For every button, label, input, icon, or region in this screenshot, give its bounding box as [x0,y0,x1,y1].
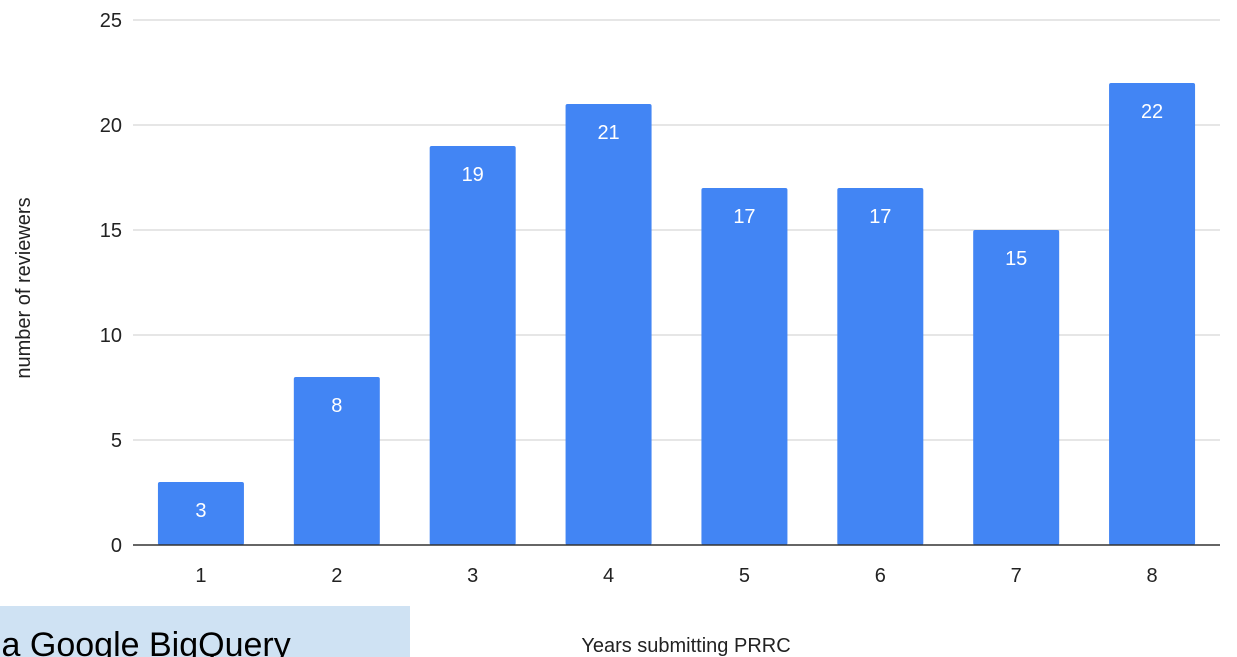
bar [1109,83,1196,545]
x-tick-label: 5 [739,565,750,587]
source-note: ia Google BigQuery [0,606,410,657]
x-tick-label: 7 [1011,565,1022,587]
x-tick-label: 8 [1147,565,1158,587]
source-note-text: ia Google BigQuery [0,626,291,657]
y-tick-label: 25 [100,10,122,32]
bar [565,104,652,545]
x-tick-label: 2 [331,565,342,587]
y-tick-label: 5 [111,430,122,452]
bar [837,188,924,545]
bar [293,377,380,545]
bar-value-label: 3 [195,500,206,522]
bar [973,230,1060,545]
bar [157,482,244,545]
bar-value-label: 8 [331,395,342,417]
y-axis-title: number of reviewers [13,197,35,378]
x-axis-title: Years submitting PRRC [581,635,790,657]
y-tick-label: 0 [111,535,122,557]
y-tick-label: 15 [100,220,122,242]
bar-value-label: 17 [869,206,891,228]
x-tick-label: 3 [467,565,478,587]
bar [701,188,788,545]
y-axis-ticks: 0 5 10 15 20 25 [100,10,122,557]
bar-value-label: 15 [1005,248,1027,270]
y-tick-label: 20 [100,115,122,137]
y-tick-label: 10 [100,325,122,347]
x-tick-label: 6 [875,565,886,587]
bars: 3 8 19 21 17 17 15 22 [157,83,1196,545]
bar-value-label: 19 [462,164,484,186]
bar [429,146,516,545]
bar-value-label: 22 [1141,101,1163,123]
x-axis-ticks: 1 2 3 4 5 6 7 8 [195,565,1157,587]
bar-value-label: 17 [733,206,755,228]
bar-value-label: 21 [597,122,619,144]
x-tick-label: 1 [195,565,206,587]
x-tick-label: 4 [603,565,614,587]
